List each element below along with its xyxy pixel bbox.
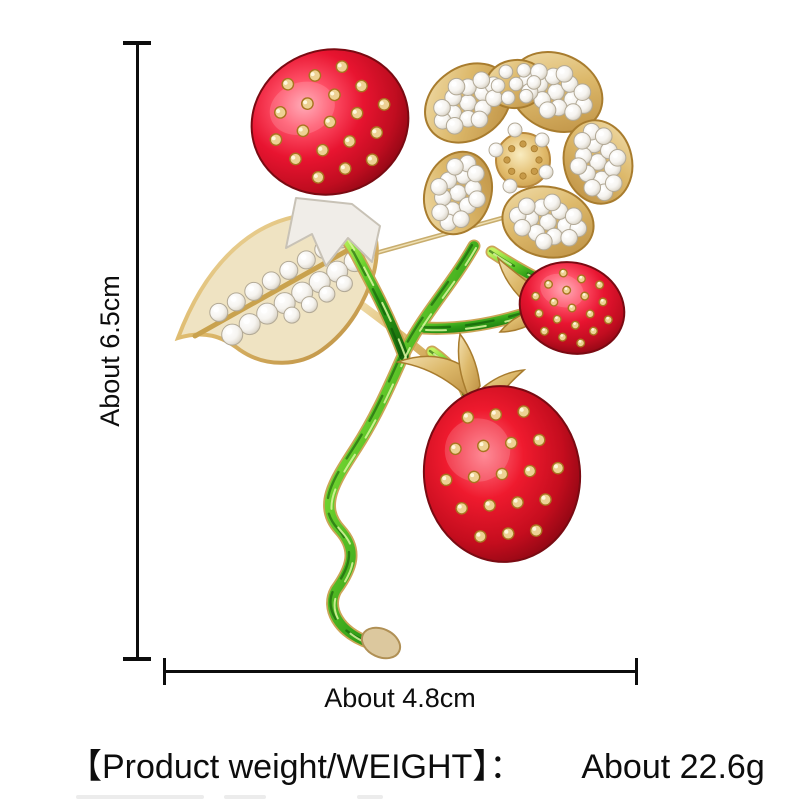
- strawberry-small: [518, 261, 626, 355]
- stem-gold-tip: [360, 626, 402, 660]
- width-dimension-line: [164, 670, 638, 673]
- weight-label: 【Product weight/WEIGHT】：: [68, 748, 524, 786]
- strawberry-large-top: [250, 48, 410, 196]
- strawberry-large-bottom: [422, 385, 582, 563]
- width-dimension-label: About 4.8cm: [324, 683, 476, 713]
- rhinestone-flower: [423, 51, 634, 259]
- height-dimension-line: [136, 42, 139, 660]
- bottom-cutoff-hint: [357, 795, 383, 799]
- width-dimension-right-cap: [635, 658, 638, 685]
- weight-caption: 【Product weight/WEIGHT】： About 22.6g: [68, 745, 800, 789]
- silver-calyx: [285, 197, 381, 267]
- height-dimension-bottom-cap: [123, 657, 151, 661]
- height-dimension-label: About 6.5cm: [95, 275, 125, 427]
- bottom-cutoff-hint: [224, 795, 266, 799]
- weight-value: About 22.6g: [581, 748, 765, 786]
- bottom-cutoff-hint: [76, 795, 204, 799]
